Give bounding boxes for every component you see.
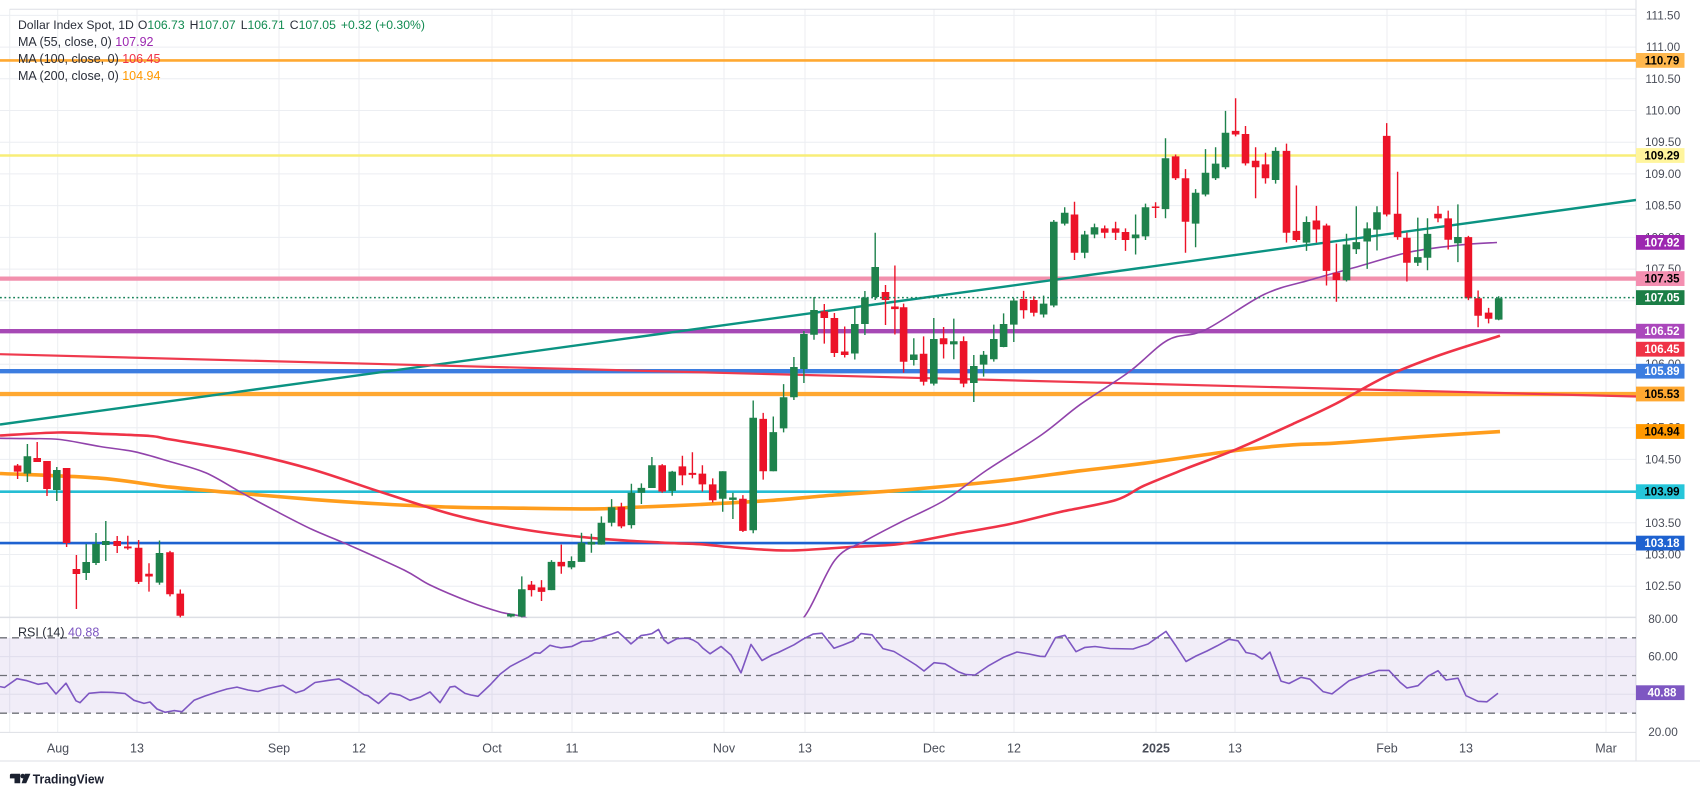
svg-text:13: 13 <box>1459 742 1473 756</box>
svg-text:RSI (14) 40.88: RSI (14) 40.88 <box>18 626 99 640</box>
svg-text:103.18: 103.18 <box>1644 538 1680 550</box>
svg-text:Nov: Nov <box>713 742 736 756</box>
svg-text:103.50: 103.50 <box>1645 516 1682 530</box>
svg-text:109.00: 109.00 <box>1645 167 1682 181</box>
svg-text:111.50: 111.50 <box>1646 8 1681 22</box>
svg-text:104.94: 104.94 <box>1644 427 1680 439</box>
svg-text:Feb: Feb <box>1376 742 1398 756</box>
svg-text:11: 11 <box>566 742 579 756</box>
svg-text:Mar: Mar <box>1595 742 1617 756</box>
svg-text:103.00: 103.00 <box>1645 548 1682 562</box>
svg-text:2025: 2025 <box>1142 742 1170 756</box>
svg-text:107.92: 107.92 <box>1644 237 1679 249</box>
svg-text:Aug: Aug <box>47 742 69 756</box>
svg-text:105.89: 105.89 <box>1644 366 1679 378</box>
svg-text:60.00: 60.00 <box>1648 650 1678 664</box>
svg-text:80.00: 80.00 <box>1648 612 1678 626</box>
svg-text:104.50: 104.50 <box>1645 452 1682 466</box>
svg-text:108.50: 108.50 <box>1645 199 1682 213</box>
svg-text:20.00: 20.00 <box>1648 725 1678 739</box>
svg-text:111.00: 111.00 <box>1646 40 1681 54</box>
svg-text:13: 13 <box>798 742 812 756</box>
svg-text:110.79: 110.79 <box>1645 55 1680 67</box>
svg-text:109.50: 109.50 <box>1645 135 1682 149</box>
svg-text:103.99: 103.99 <box>1644 487 1679 499</box>
svg-text:107.05: 107.05 <box>1644 293 1680 305</box>
svg-text:110.50: 110.50 <box>1645 72 1681 86</box>
svg-text:107.35: 107.35 <box>1644 274 1680 286</box>
svg-text:102.50: 102.50 <box>1645 579 1682 593</box>
svg-text:MA (200, close, 0) 104.94: MA (200, close, 0) 104.94 <box>18 69 160 83</box>
svg-text:109.29: 109.29 <box>1644 151 1679 163</box>
svg-text:13: 13 <box>130 742 144 756</box>
svg-text:110.00: 110.00 <box>1645 104 1681 118</box>
svg-text:40.88: 40.88 <box>1648 688 1677 700</box>
svg-text:Oct: Oct <box>482 742 502 756</box>
svg-text:12: 12 <box>352 742 366 756</box>
svg-text:MA (55, close, 0) 107.92: MA (55, close, 0) 107.92 <box>18 35 154 49</box>
svg-text:106.52: 106.52 <box>1644 326 1679 338</box>
svg-text:Dec: Dec <box>923 742 945 756</box>
svg-text:Sep: Sep <box>268 742 290 756</box>
svg-text:13: 13 <box>1228 742 1242 756</box>
svg-text:106.45: 106.45 <box>1644 344 1680 356</box>
svg-text:TradingView: TradingView <box>33 771 105 786</box>
svg-text:MA (100, close, 0) 106.45: MA (100, close, 0) 106.45 <box>18 52 160 66</box>
svg-text:105.53: 105.53 <box>1644 389 1679 401</box>
svg-text:12: 12 <box>1007 742 1021 756</box>
